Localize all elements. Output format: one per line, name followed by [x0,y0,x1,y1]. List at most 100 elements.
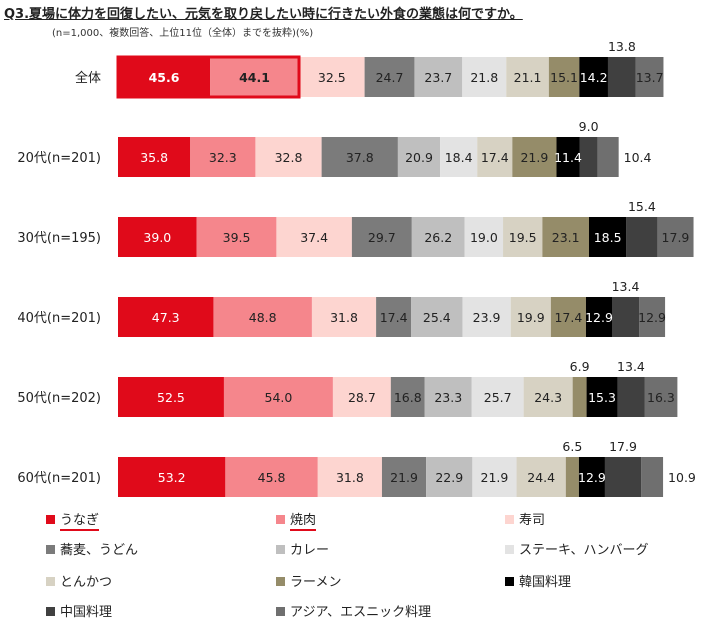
legend-label: うなぎ [60,513,99,528]
bar-segment [585,297,613,337]
legend-label: とんかつ [60,575,112,590]
data-label: 31.8 [330,310,358,325]
data-label: 45.8 [258,470,286,485]
bar-segment [397,137,441,177]
bar-segment [639,297,666,337]
data-label: 21.9 [481,470,509,485]
bar-segment [644,377,678,417]
bar-segment [411,217,465,257]
data-label: 28.7 [348,390,376,405]
bar-segment [464,217,504,257]
data-label: 6.5 [562,439,582,454]
bar-segment [118,457,226,497]
data-label: 13.4 [617,359,645,374]
bar-segment [332,377,391,417]
bar-segment [376,297,412,337]
bar-segment [550,297,586,337]
bar-segment [255,137,322,177]
data-label: 19.0 [470,230,498,245]
data-label: 52.5 [157,390,185,405]
bar-segment [523,377,573,417]
bar-segment [565,457,579,497]
legend-label: ステーキ、ハンバーグ [519,543,648,558]
legend-label: 蕎麦、うどん [60,543,138,558]
bar-segment [381,457,427,497]
legend-swatch [276,607,285,616]
bar-segment [118,57,211,97]
data-label: 17.4 [554,310,582,325]
bar-segment [556,137,580,177]
bar-segment [118,377,224,417]
category-label: 50代(n=202) [17,391,101,406]
bar-segment [364,57,415,97]
bar-segment [321,137,398,177]
data-label: 29.7 [368,230,396,245]
data-label: 12.9 [638,310,666,325]
legend-swatch [505,545,514,554]
category-label: 全体 [75,70,101,86]
data-label: 32.5 [318,70,346,85]
data-label: 17.9 [609,439,637,454]
data-label: 10.9 [668,470,696,485]
bar-segment [604,457,642,497]
data-label: 12.9 [578,470,606,485]
bar-segment [276,217,352,257]
legend-swatch [276,545,285,554]
bar-segment [572,377,587,417]
bar-segment [516,457,566,497]
data-label: 37.8 [346,150,374,165]
bar-segment [440,137,478,177]
data-label: 32.3 [209,150,237,165]
data-label: 48.8 [249,310,277,325]
data-label: 19.9 [517,310,545,325]
data-label: 23.9 [473,310,501,325]
data-label: 45.6 [149,70,180,85]
bar-segment [503,217,543,257]
bar-segment [118,297,214,337]
data-label: 18.5 [594,230,622,245]
bar-segment [118,137,191,177]
data-label: 53.2 [158,470,186,485]
legend-swatch [276,515,285,524]
bar-segment [542,217,590,257]
data-label: 13.7 [636,70,664,85]
data-label: 6.9 [570,359,590,374]
data-label: 44.1 [239,70,270,85]
bar-segment [579,137,598,177]
data-label: 23.7 [424,70,452,85]
data-label: 21.9 [390,470,418,485]
data-label: 24.4 [527,470,555,485]
bar-segment [190,137,256,177]
data-label: 26.2 [424,230,452,245]
data-label: 17.9 [662,230,690,245]
data-label: 12.9 [585,310,613,325]
bar-segment [213,297,312,337]
legend-swatch [46,545,55,554]
category-label: 60代(n=201) [17,471,101,486]
legend-swatch [505,515,514,524]
bar-segment [299,57,365,97]
bar-segment [414,57,463,97]
bar-segment [641,457,664,497]
legend-label: 焼肉 [290,513,316,528]
bar-segment [225,457,318,497]
bar-segment [351,217,412,257]
data-label: 35.8 [140,150,168,165]
legend-label: カレー [290,543,329,558]
bar-segment [311,297,377,337]
legend-label: 中国料理 [60,605,112,620]
data-label: 54.0 [265,390,293,405]
data-label: 32.8 [275,150,303,165]
data-label: 31.8 [336,470,364,485]
data-label: 24.7 [376,70,404,85]
bar-segment [506,57,549,97]
data-label: 21.8 [470,70,498,85]
bar-segment [579,57,608,97]
bar-segment [589,217,627,257]
chart-title: Q3.夏場に体力を回復したい、元気を取り戻したい時に行きたい外食の業態は何ですか… [4,7,523,22]
data-label: 23.3 [434,390,462,405]
data-label: 25.4 [423,310,451,325]
bar-segment [196,217,277,257]
data-label: 11.4 [554,150,582,165]
legend-label: 寿司 [519,513,545,528]
